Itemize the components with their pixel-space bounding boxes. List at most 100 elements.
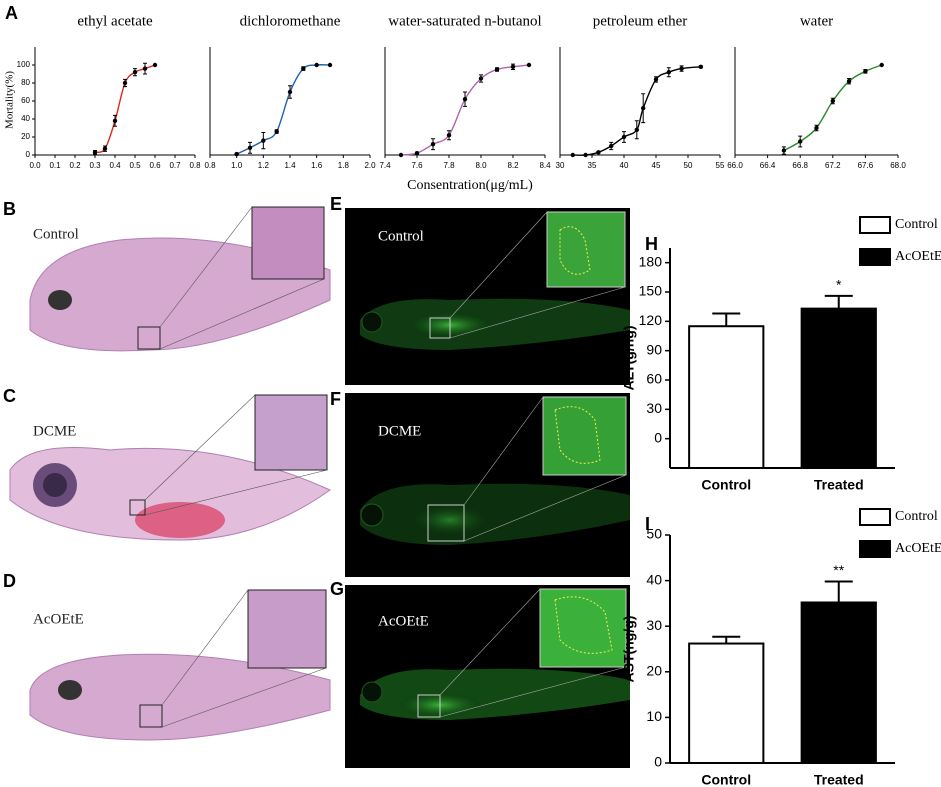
data-point — [698, 64, 703, 70]
data-point — [314, 62, 319, 68]
data-point — [122, 80, 128, 86]
chart-title: water-saturated n-butanol — [388, 13, 541, 29]
x-axis-label: Consentration(μg/mL) — [407, 178, 533, 193]
fluorescence-image — [345, 585, 630, 768]
panel-label: H — [645, 234, 658, 254]
x-tick-label: 40 — [620, 161, 629, 170]
data-point — [274, 129, 279, 134]
fluorescence-image — [345, 393, 630, 577]
y-tick-label: 40 — [646, 571, 662, 587]
significance-label: * — [836, 277, 842, 293]
data-point — [494, 67, 500, 72]
x-tick-label: 1.4 — [284, 161, 296, 170]
panel-label: A — [5, 3, 18, 23]
histology-image — [29, 589, 331, 741]
x-tick-label: 0.6 — [149, 161, 161, 170]
x-tick-label: Treated — [814, 477, 864, 493]
error-bar — [712, 635, 741, 644]
panel-label: I — [645, 514, 650, 534]
data-point — [132, 70, 138, 75]
x-tick-label: 8.0 — [475, 161, 487, 170]
y-axis-label: Mortality(%) — [4, 71, 16, 129]
image-caption: Control — [33, 226, 79, 242]
image-panels — [9, 206, 630, 768]
x-tick-label: Control — [701, 772, 751, 787]
image-caption: Control — [378, 228, 424, 244]
data-point — [478, 76, 484, 81]
x-tick-label: 0.7 — [169, 161, 181, 170]
data-point — [798, 139, 803, 144]
panel-label: C — [3, 386, 16, 406]
x-tick-label: 66.0 — [727, 161, 743, 170]
image-caption: AcOEtE — [378, 613, 429, 629]
data-point — [414, 151, 420, 156]
histology-image — [9, 394, 331, 541]
y-tick-label: 90 — [646, 341, 662, 357]
data-point — [830, 98, 835, 104]
legend-label: Control — [895, 217, 938, 232]
x-tick-label: 55 — [716, 161, 725, 170]
x-tick-label: 7.6 — [411, 161, 423, 170]
x-tick-label: 1.2 — [258, 161, 270, 170]
x-tick-label: Treated — [814, 772, 864, 787]
y-tick-label: 20 — [646, 663, 662, 679]
data-point — [666, 70, 671, 75]
fluorescence-image — [345, 208, 630, 385]
y-tick-label: 50 — [646, 526, 662, 542]
panel-label: D — [3, 571, 16, 591]
data-point — [430, 142, 436, 147]
data-point — [462, 97, 468, 102]
data-point — [583, 152, 588, 158]
x-tick-label: 0.8 — [204, 161, 216, 170]
significance-label: ** — [833, 562, 844, 578]
x-tick-label: 45 — [652, 161, 661, 170]
legend-swatch — [859, 216, 891, 234]
data-point — [247, 145, 253, 150]
x-tick-label: 66.4 — [760, 161, 776, 170]
legend-swatch — [859, 248, 891, 266]
y-tick-label: 60 — [646, 371, 662, 387]
data-point — [814, 125, 819, 131]
x-tick-label: 7.4 — [379, 161, 391, 170]
bar — [688, 325, 765, 469]
curve — [572, 66, 701, 156]
data-point — [261, 138, 266, 143]
x-tick-label: 30 — [556, 161, 565, 170]
data-point — [526, 62, 532, 68]
data-point — [879, 62, 884, 68]
error-bar — [824, 294, 853, 309]
y-axis-label: AST(ng/g) — [621, 616, 637, 683]
data-point — [596, 150, 601, 155]
data-point — [112, 118, 118, 124]
data-point — [679, 66, 684, 71]
y-tick-label: 0 — [654, 429, 662, 445]
data-point — [609, 143, 614, 149]
curve — [236, 64, 331, 155]
bar — [800, 307, 877, 469]
x-tick-label: 8.4 — [539, 161, 551, 170]
y-tick-label: 0 — [26, 150, 31, 159]
data-point — [621, 134, 627, 140]
y-tick-label: 20 — [21, 132, 30, 141]
x-tick-label: 0.2 — [69, 161, 81, 170]
y-tick-label: 180 — [639, 253, 663, 269]
x-tick-label: 0.1 — [49, 161, 61, 170]
x-tick-label: 0.8 — [189, 161, 201, 170]
x-tick-label: 1.0 — [231, 161, 243, 170]
y-tick-label: 10 — [646, 708, 662, 724]
bar — [688, 642, 765, 765]
x-tick-label: 1.8 — [338, 161, 350, 170]
data-point — [653, 77, 659, 82]
curve — [94, 64, 156, 153]
data-point — [398, 152, 404, 158]
y-tick-label: 30 — [646, 400, 662, 416]
x-tick-label: 1.6 — [311, 161, 323, 170]
x-tick-label: 67.2 — [825, 161, 841, 170]
bar — [800, 601, 877, 764]
data-point — [152, 62, 158, 68]
panel-label: B — [3, 199, 16, 219]
x-tick-label: 0.0 — [29, 161, 41, 170]
error-bar — [712, 312, 741, 327]
data-point — [510, 64, 516, 70]
data-point — [301, 66, 306, 71]
